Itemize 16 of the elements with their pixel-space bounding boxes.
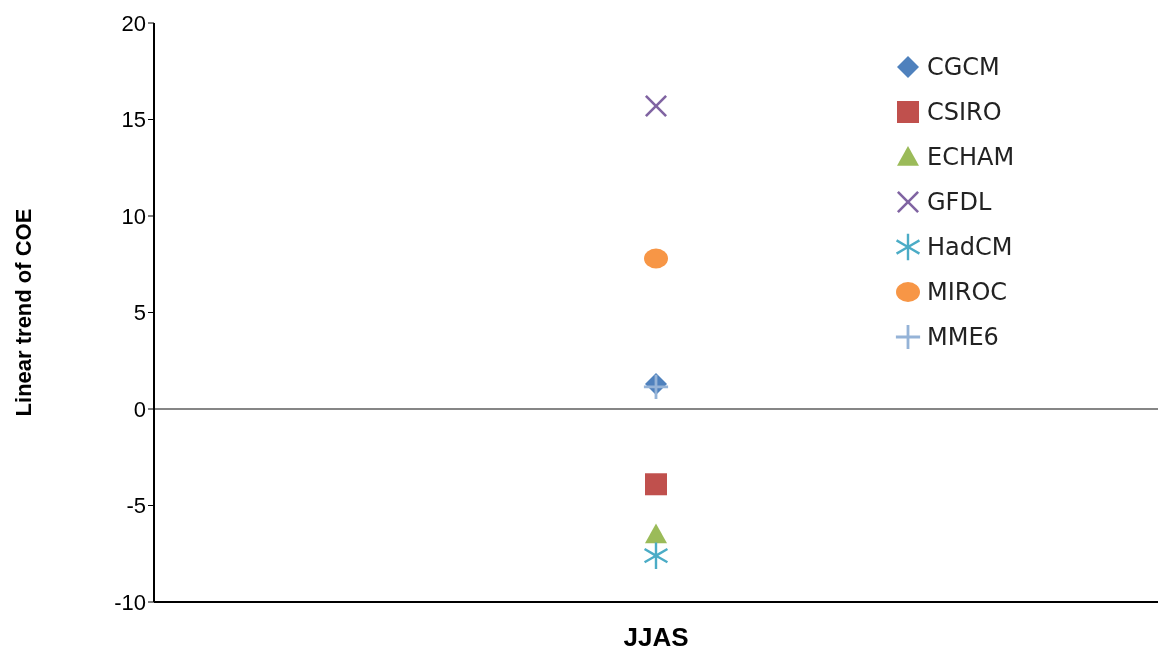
y-tick-label: 15	[121, 107, 146, 133]
legend-label: HadCM	[927, 232, 1013, 261]
legend-label: CSIRO	[927, 97, 1002, 126]
legend-label: MIROC	[927, 277, 1008, 306]
y-tick-label: 20	[121, 10, 146, 36]
y-tick-label: 10	[121, 203, 146, 229]
y-tick-label: 5	[133, 300, 146, 326]
y-tick-label: -10	[114, 589, 146, 615]
legend-label: MME6	[927, 322, 999, 351]
legend-label: ECHAM	[927, 142, 1015, 171]
y-tick-label: 0	[133, 396, 146, 422]
y-tick-label: -5	[126, 493, 146, 519]
x-tick-label: JJAS	[623, 622, 689, 653]
y-axis-title: Linear trend of COE	[10, 208, 36, 417]
legend-label: CGCM	[927, 52, 1000, 81]
legend-label: GFDL	[927, 187, 992, 216]
